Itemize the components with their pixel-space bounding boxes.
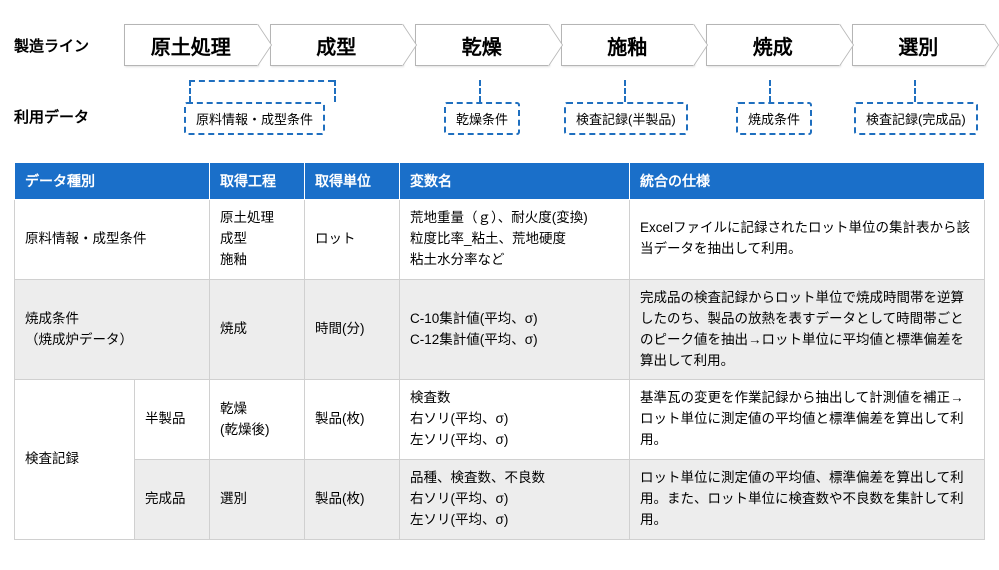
connector <box>479 80 481 102</box>
stage-3: 乾燥 <box>415 24 549 66</box>
data-label: 利用データ <box>14 80 124 127</box>
line-label: 製造ライン <box>14 35 124 56</box>
connector <box>624 80 626 102</box>
th-proc: 取得工程 <box>210 163 305 200</box>
th-var: 変数名 <box>400 163 630 200</box>
th-type: データ種別 <box>15 163 210 200</box>
th-unit: 取得単位 <box>305 163 400 200</box>
stage-6: 選別 <box>852 24 986 66</box>
cell-proc: 焼成 <box>210 279 305 380</box>
cell-unit: 製品(枚) <box>305 380 400 460</box>
cell-unit: ロット <box>305 200 400 280</box>
cell-type: 検査記録 <box>15 380 135 540</box>
data-usage-row: 利用データ 原料情報・成型条件 乾燥条件 検査記録(半製品) 焼成条件 検査記録… <box>14 80 985 140</box>
connector <box>769 80 771 102</box>
table-row: 原料情報・成型条件 原土処理 成型 施釉 ロット 荒地重量（ｇ）、耐火度(変換)… <box>15 200 985 280</box>
databox-1: 原料情報・成型条件 <box>184 102 325 135</box>
data-boxes: 原料情報・成型条件 乾燥条件 検査記録(半製品) 焼成条件 検査記録(完成品) <box>124 80 985 140</box>
process-flow-row: 製造ライン 原土処理 成型 乾燥 施釉 焼成 選別 <box>14 24 985 66</box>
cell-proc: 選別 <box>210 460 305 540</box>
th-spec: 統合の仕様 <box>630 163 985 200</box>
cell-unit: 製品(枚) <box>305 460 400 540</box>
stage-2: 成型 <box>270 24 404 66</box>
cell-var: 荒地重量（ｇ）、耐火度(変換) 粒度比率_粘土、荒地硬度 粘土水分率など <box>400 200 630 280</box>
stage-5: 焼成 <box>706 24 840 66</box>
table-row: 焼成条件 （焼成炉データ） 焼成 時間(分) C-10集計値(平均、σ) C-1… <box>15 279 985 380</box>
databox-5: 検査記録(完成品) <box>854 102 978 135</box>
cell-spec: 基準瓦の変更を作業記録から抽出して計測値を補正→ロット単位に測定値の平均値と標準… <box>630 380 985 460</box>
data-spec-table: データ種別 取得工程 取得単位 変数名 統合の仕様 原料情報・成型条件 原土処理… <box>14 162 985 540</box>
cell-proc: 原土処理 成型 施釉 <box>210 200 305 280</box>
cell-sub: 完成品 <box>135 460 210 540</box>
connector <box>914 80 916 102</box>
cell-proc: 乾燥 (乾燥後) <box>210 380 305 460</box>
cell-spec: 完成品の検査記録からロット単位で焼成時間帯を逆算したのち、製品の放熱を表すデータ… <box>630 279 985 380</box>
cell-type: 焼成条件 （焼成炉データ） <box>15 279 210 380</box>
cell-var: 品種、検査数、不良数 右ソリ(平均、σ) 左ソリ(平均、σ) <box>400 460 630 540</box>
cell-spec: ロット単位に測定値の平均値、標準偏差を算出して利用。また、ロット単位に検査数や不… <box>630 460 985 540</box>
table-row: 検査記録 半製品 乾燥 (乾燥後) 製品(枚) 検査数 右ソリ(平均、σ) 左ソ… <box>15 380 985 460</box>
databox-3: 検査記録(半製品) <box>564 102 688 135</box>
cell-type: 原料情報・成型条件 <box>15 200 210 280</box>
stage-4: 施釉 <box>561 24 695 66</box>
table-row: 完成品 選別 製品(枚) 品種、検査数、不良数 右ソリ(平均、σ) 左ソリ(平均… <box>15 460 985 540</box>
stage-1: 原土処理 <box>124 24 258 66</box>
connector <box>334 80 336 102</box>
cell-unit: 時間(分) <box>305 279 400 380</box>
databox-4: 焼成条件 <box>736 102 812 135</box>
connector <box>189 80 191 102</box>
cell-sub: 半製品 <box>135 380 210 460</box>
connector <box>189 80 334 82</box>
databox-2: 乾燥条件 <box>444 102 520 135</box>
cell-var: 検査数 右ソリ(平均、σ) 左ソリ(平均、σ) <box>400 380 630 460</box>
cell-var: C-10集計値(平均、σ) C-12集計値(平均、σ) <box>400 279 630 380</box>
stages-container: 原土処理 成型 乾燥 施釉 焼成 選別 <box>124 24 985 66</box>
cell-spec: Excelファイルに記録されたロット単位の集計表から該当データを抽出して利用。 <box>630 200 985 280</box>
